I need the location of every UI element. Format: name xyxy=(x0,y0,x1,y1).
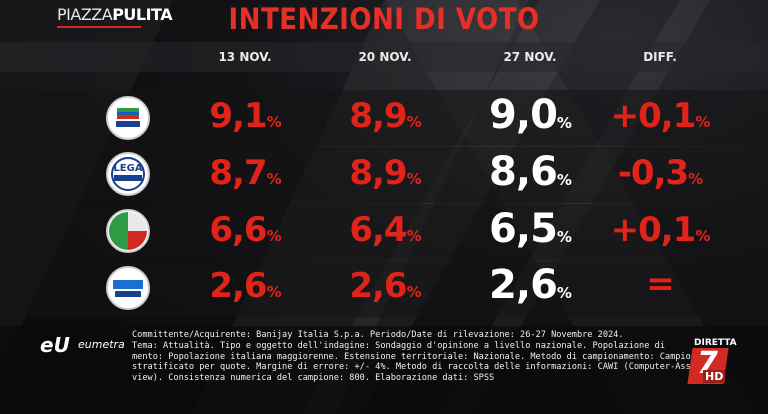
note-line: view). Consistenza numerica del campione… xyxy=(132,373,495,384)
value-13nov: 8,7% xyxy=(209,153,281,193)
brand-underline xyxy=(57,26,141,28)
value-20nov: 8,9% xyxy=(349,96,421,136)
brand-logo: PIAZZAPULITA xyxy=(57,5,173,24)
column-header-13nov: 13 NOV. xyxy=(218,50,272,64)
value-27nov: 9,0% xyxy=(489,92,572,138)
svg-text:LEGA: LEGA xyxy=(113,163,142,174)
page-title: INTENZIONI DI VOTO xyxy=(228,2,540,36)
note-line: mento: Popolazione italiana maggiorenne.… xyxy=(132,351,712,362)
value-20nov: 6,4% xyxy=(349,210,421,250)
column-header-diff: DIFF. xyxy=(643,50,677,64)
value-20nov: 2,6% xyxy=(349,266,421,306)
lega-logo: LEGA xyxy=(106,152,150,196)
value-27nov: 6,5% xyxy=(489,206,572,252)
azione-logo xyxy=(106,266,150,310)
footer-panel xyxy=(0,326,768,414)
note-line: stratificato per quote. Margine di error… xyxy=(132,362,712,373)
value-13nov: 2,6% xyxy=(209,266,281,306)
value-20nov: 8,9% xyxy=(349,153,421,193)
column-header-27nov: 27 NOV. xyxy=(503,50,557,64)
eumetra-logo-word: eumetra xyxy=(78,338,125,351)
value-13nov: 6,6% xyxy=(209,210,281,250)
avs-logo xyxy=(106,209,150,253)
value-13nov: 9,1% xyxy=(209,96,281,136)
value-27nov: 8,6% xyxy=(489,149,572,195)
lega-logo-graphic: LEGA xyxy=(109,155,147,193)
value-27nov: 2,6% xyxy=(489,262,572,308)
value-diff: -0,3% xyxy=(617,153,703,193)
value-diff: +0,1% xyxy=(610,96,711,136)
forza-italia-logo xyxy=(106,96,150,140)
azione-logo-graphic xyxy=(109,269,147,307)
note-line: Tema: Attualità. Tipo e oggetto dell'ind… xyxy=(132,340,665,351)
eumetra-logo-mark: eU xyxy=(40,333,70,357)
column-header-20nov: 20 NOV. xyxy=(358,50,412,64)
note-line: Committente/Acquirente: Banijay Italia S… xyxy=(132,330,624,340)
brand-part1: PIAZZA xyxy=(57,5,113,24)
hd-badge: HD xyxy=(703,370,726,383)
column-header-bar xyxy=(0,42,768,72)
avs-logo-graphic xyxy=(109,212,147,250)
brand-part2: PULITA xyxy=(112,5,173,24)
diretta-label: DIRETTA xyxy=(694,338,737,348)
value-diff: +0,1% xyxy=(610,210,711,250)
value-diff: = xyxy=(646,264,675,304)
forza-italia-logo-graphic xyxy=(109,99,147,137)
methodology-note: Committente/Acquirente: Banijay Italia S… xyxy=(132,330,712,384)
